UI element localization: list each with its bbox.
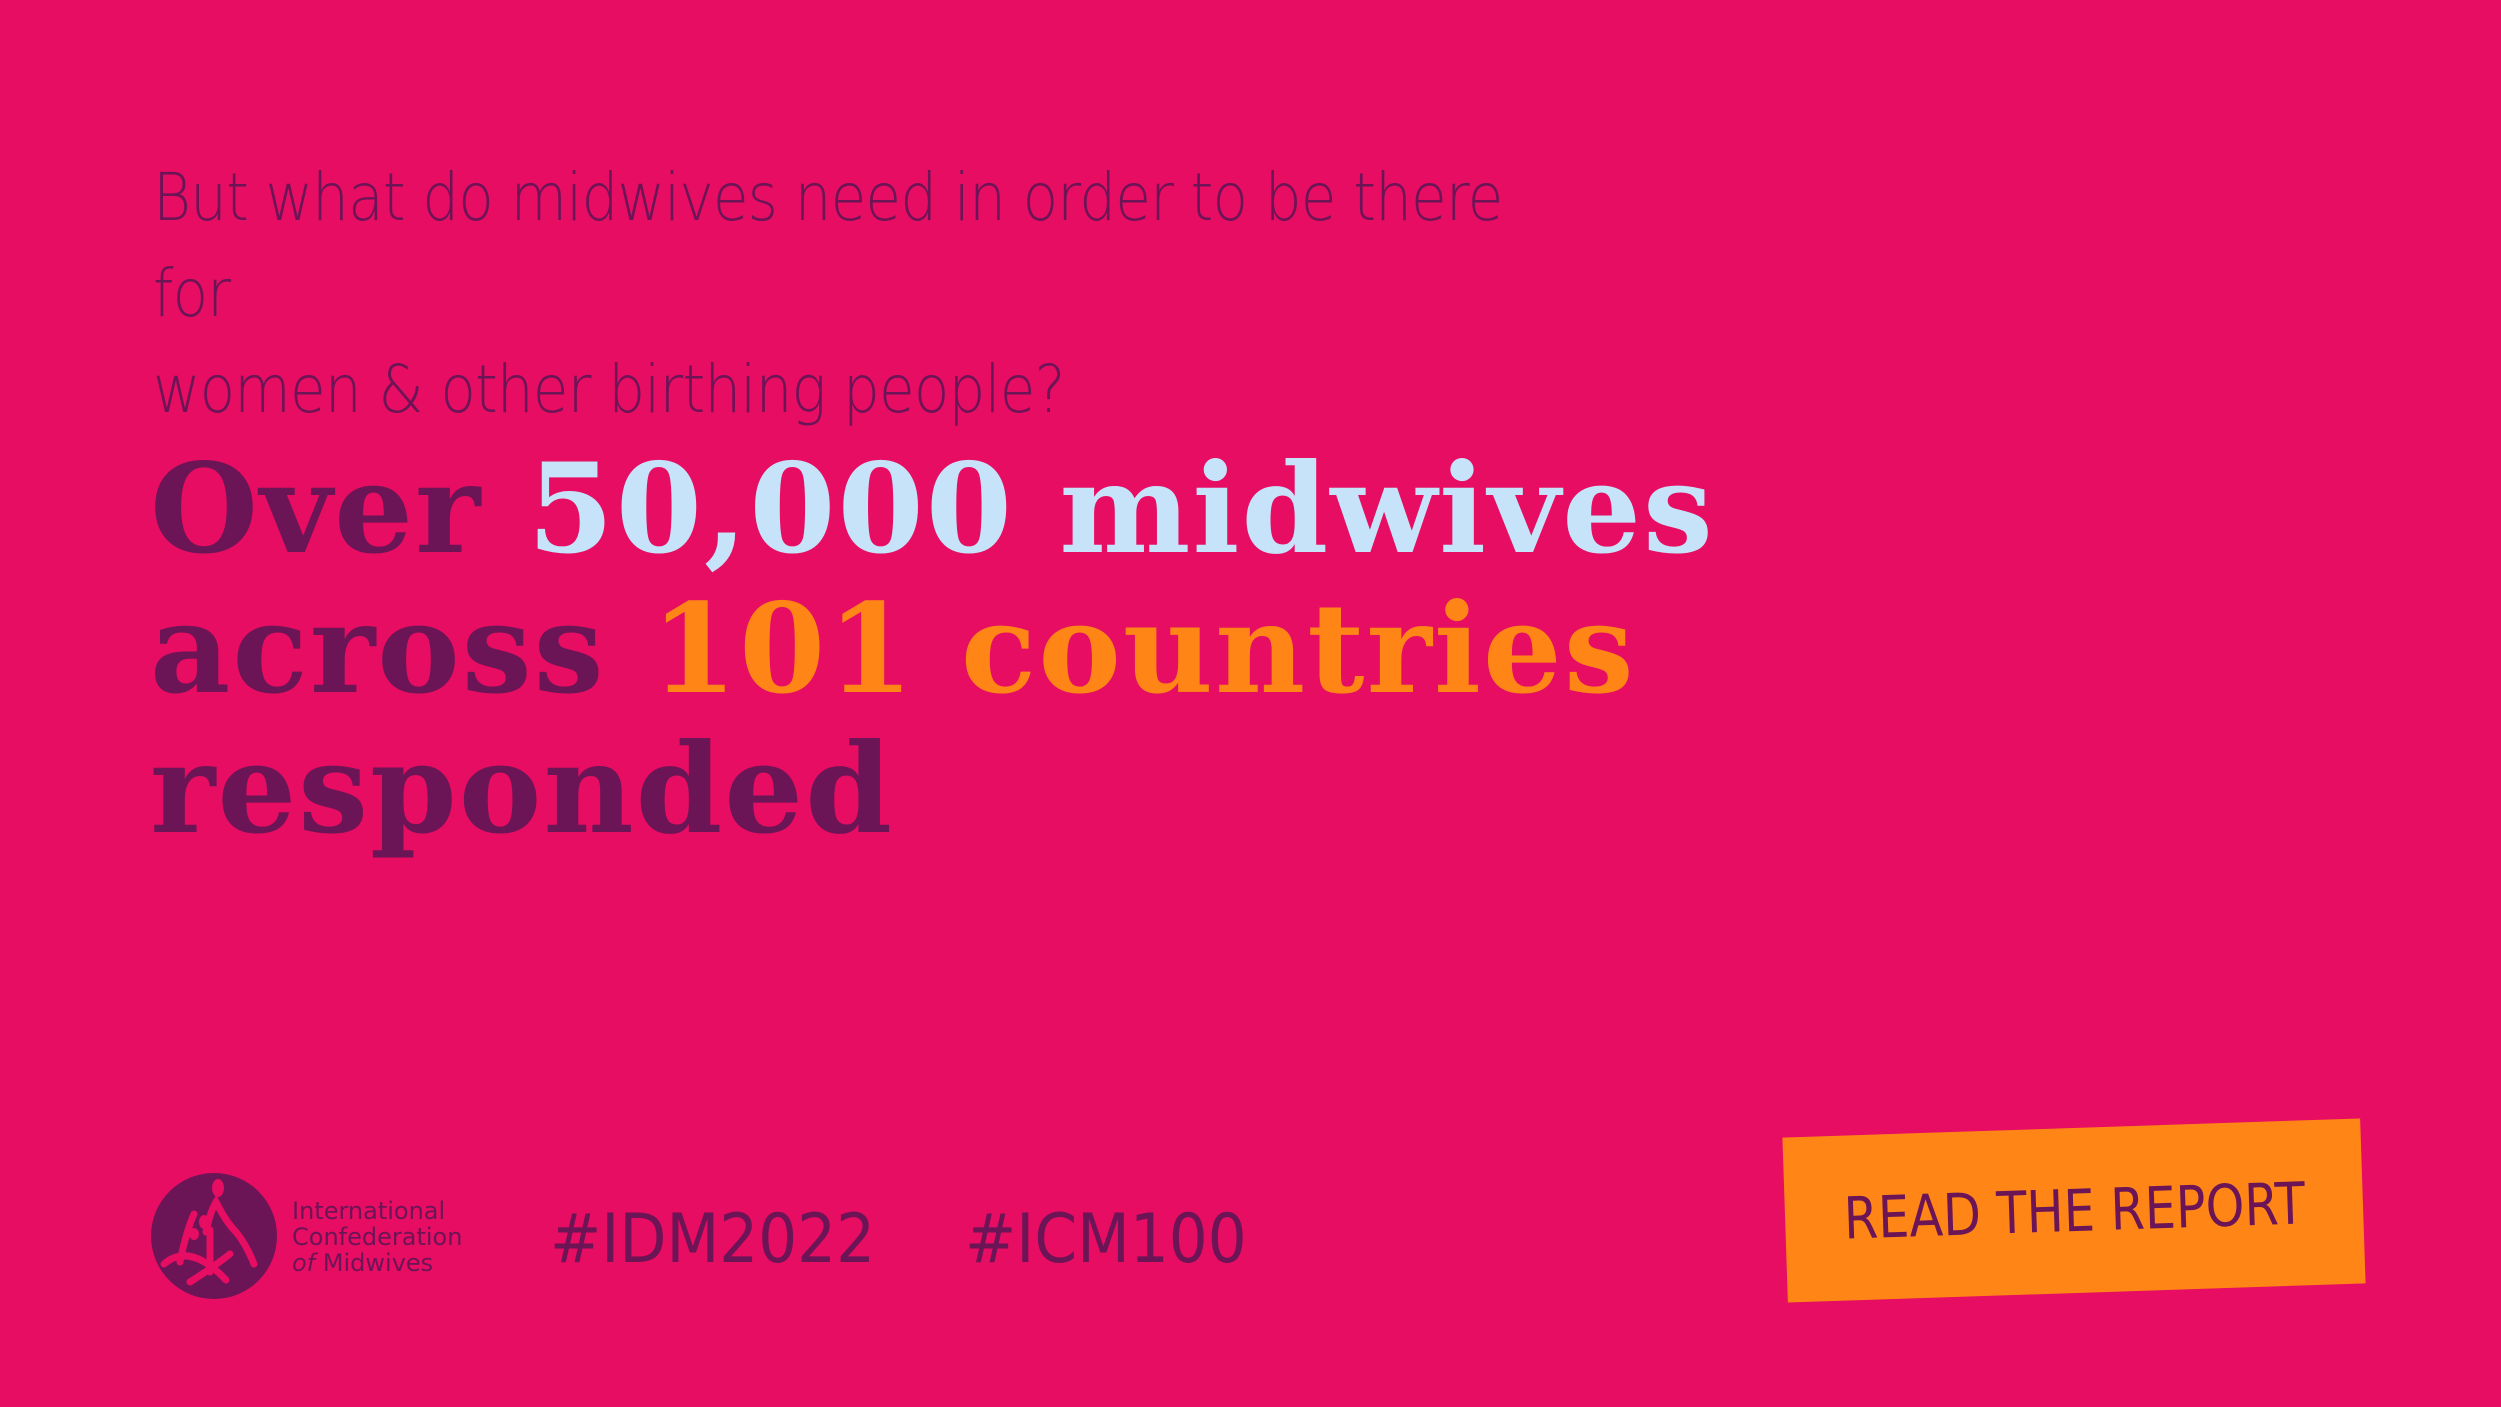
read-the-report-label: READ THE REPORT (1842, 1168, 2306, 1253)
highlight-midwives: 50,000 midwives (527, 437, 1715, 582)
hashtag-icm100: #ICM100 (965, 1200, 1247, 1279)
headline: Over 50,000 midwives across 101 countrie… (150, 440, 1715, 860)
subtitle: But what do midwives need in order to be… (153, 150, 1561, 438)
logo-line-1: International (292, 1197, 446, 1225)
headline-text: Over (150, 437, 528, 582)
logo-of: of (292, 1249, 316, 1277)
headline-text: across (150, 577, 651, 722)
headline-line-2: across 101 countries (150, 580, 1715, 720)
subtitle-line-2: women & other birthing people? (153, 351, 1065, 428)
logo-line-3: of Midwives (292, 1250, 462, 1276)
subtitle-line-1: But what do midwives need in order to be… (153, 159, 1503, 332)
read-the-report-button[interactable]: READ THE REPORT (1782, 1118, 2366, 1303)
hashtag-idm2022: #IDM2022 (550, 1200, 876, 1279)
headline-line-3: responded (150, 717, 894, 862)
logo-midwives: Midwives (322, 1249, 434, 1277)
logo-wordmark: International Confederation of Midwives (292, 1198, 462, 1276)
highlight-countries: 101 countries (650, 577, 1636, 722)
headline-line-1: Over 50,000 midwives (150, 440, 1715, 580)
logo-line-2: Confederation (292, 1223, 463, 1251)
icm-logo-icon (151, 1173, 277, 1299)
